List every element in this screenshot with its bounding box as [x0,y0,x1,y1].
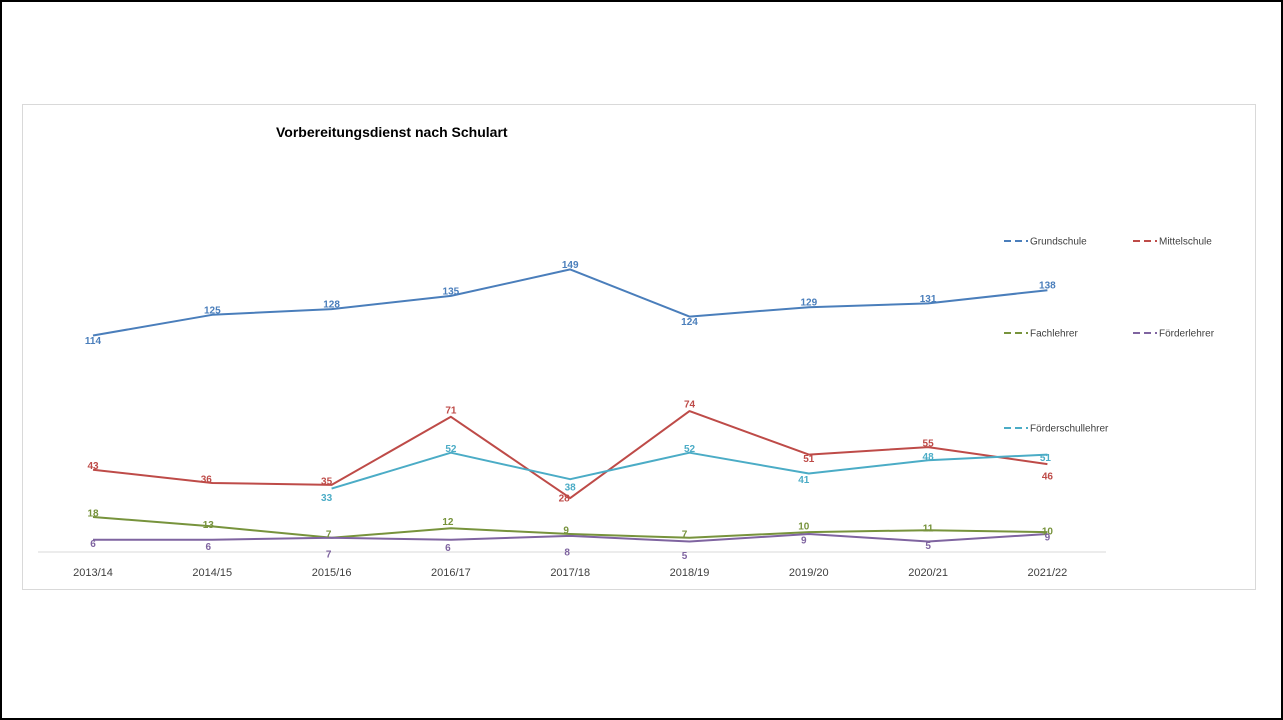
data-label-foerderlehrer: 6 [206,542,212,553]
data-label-mittelschule: 36 [201,474,213,485]
series-line-fachlehrer [92,516,1048,539]
data-label-foerderschullehrer: 52 [445,444,457,455]
x-tick-label: 2016/17 [431,567,471,579]
data-label-mittelschule: 71 [445,405,457,416]
data-label-foerderschullehrer: 51 [1040,453,1052,464]
data-label-foerderlehrer: 6 [445,543,451,554]
data-label-grundschule: 114 [85,336,102,347]
axis-layer: 2013/14 2014/15 2015/16 2016/17 2017/18 2018/… [38,551,1106,579]
data-label-fachlehrer: 13 [203,520,215,531]
data-label-foerderlehrer: 9 [801,535,807,546]
legend-label: Förderschullehrer [1030,424,1109,435]
x-tick-label: 2015/16 [312,567,352,579]
data-label-mittelschule: 74 [684,400,696,411]
data-label-mittelschule: 51 [803,454,815,465]
series-line-grundschule [92,268,1048,337]
data-label-mittelschule: 28 [559,494,571,505]
data-label-grundschule: 149 [562,260,579,271]
data-label-foerderlehrer: 5 [682,551,688,562]
data-label-grundschule: 128 [323,300,340,311]
data-label-fachlehrer: 11 [923,524,934,535]
data-label-fachlehrer: 10 [798,522,810,533]
data-label-foerderschullehrer: 52 [684,444,696,455]
data-label-foerderlehrer: 5 [925,541,931,552]
data-label-grundschule: 135 [443,286,460,297]
legend-item-mittelschule: Mittelschule [1133,237,1212,248]
legend-label: Förderlehrer [1159,329,1215,340]
x-tick-label: 2021/22 [1028,567,1068,579]
data-label-fachlehrer: 9 [563,525,569,536]
data-label-mittelschule: 43 [87,461,99,472]
legend-item-foerderlehrer: Förderlehrer [1133,329,1215,340]
legend-label: Grundschule [1030,237,1087,248]
data-label-grundschule: 131 [920,294,937,305]
data-label-foerderschullehrer: 48 [923,452,935,463]
x-tick-label: 2017/18 [550,567,590,579]
data-label-foerderlehrer: 7 [326,549,332,560]
data-label-foerderlehrer: 9 [1045,532,1051,543]
series-layer [92,268,1048,543]
x-tick-label: 2019/20 [789,567,829,579]
data-label-grundschule: 125 [204,305,221,316]
legend: Grundschule Mittelschule Förderschullehrer… [1004,237,1215,435]
legend-item-foerderschullehrer: Förderschullehrer [1004,424,1109,435]
chart-area [22,104,1256,590]
data-label-grundschule: 129 [800,298,817,309]
data-label-foerderschullehrer: 41 [798,475,810,486]
data-label-foerderschullehrer: 33 [321,493,333,504]
data-label-foerderschullehrer: 38 [565,483,577,494]
data-label-mittelschule: 35 [321,476,333,487]
data-label-fachlehrer: 7 [326,529,332,540]
data-label-fachlehrer: 7 [682,529,688,540]
data-label-mittelschule: 46 [1042,472,1054,483]
x-tick-label: 2018/19 [670,567,710,579]
data-label-grundschule: 138 [1039,281,1056,292]
data-label-fachlehrer: 10 [1042,527,1054,538]
chart-title: Vorbereitungsdienst nach Schulart [276,124,508,140]
data-label-fachlehrer: 18 [87,508,99,519]
series-line-mittelschule [92,410,1048,500]
data-label-fachlehrer: 12 [442,517,454,528]
legend-label: Mittelschule [1159,237,1212,248]
series-line-foerderlehrer [93,533,1048,543]
data-label-foerderlehrer: 6 [90,539,96,550]
legend-item-grundschule: Grundschule [1004,237,1087,248]
data-label-foerderlehrer: 8 [564,547,570,558]
x-tick-label: 2014/15 [192,567,232,579]
x-tick-label: 2020/21 [908,567,948,579]
series-line-foerderschullehrer [331,451,1048,490]
x-tick-label: 2013/14 [73,567,113,579]
data-label-grundschule: 124 [681,317,698,328]
data-label-mittelschule: 55 [923,439,935,450]
legend-item-fachlehrer: Fachlehrer [1004,329,1078,340]
legend-label: Fachlehrer [1030,329,1078,340]
